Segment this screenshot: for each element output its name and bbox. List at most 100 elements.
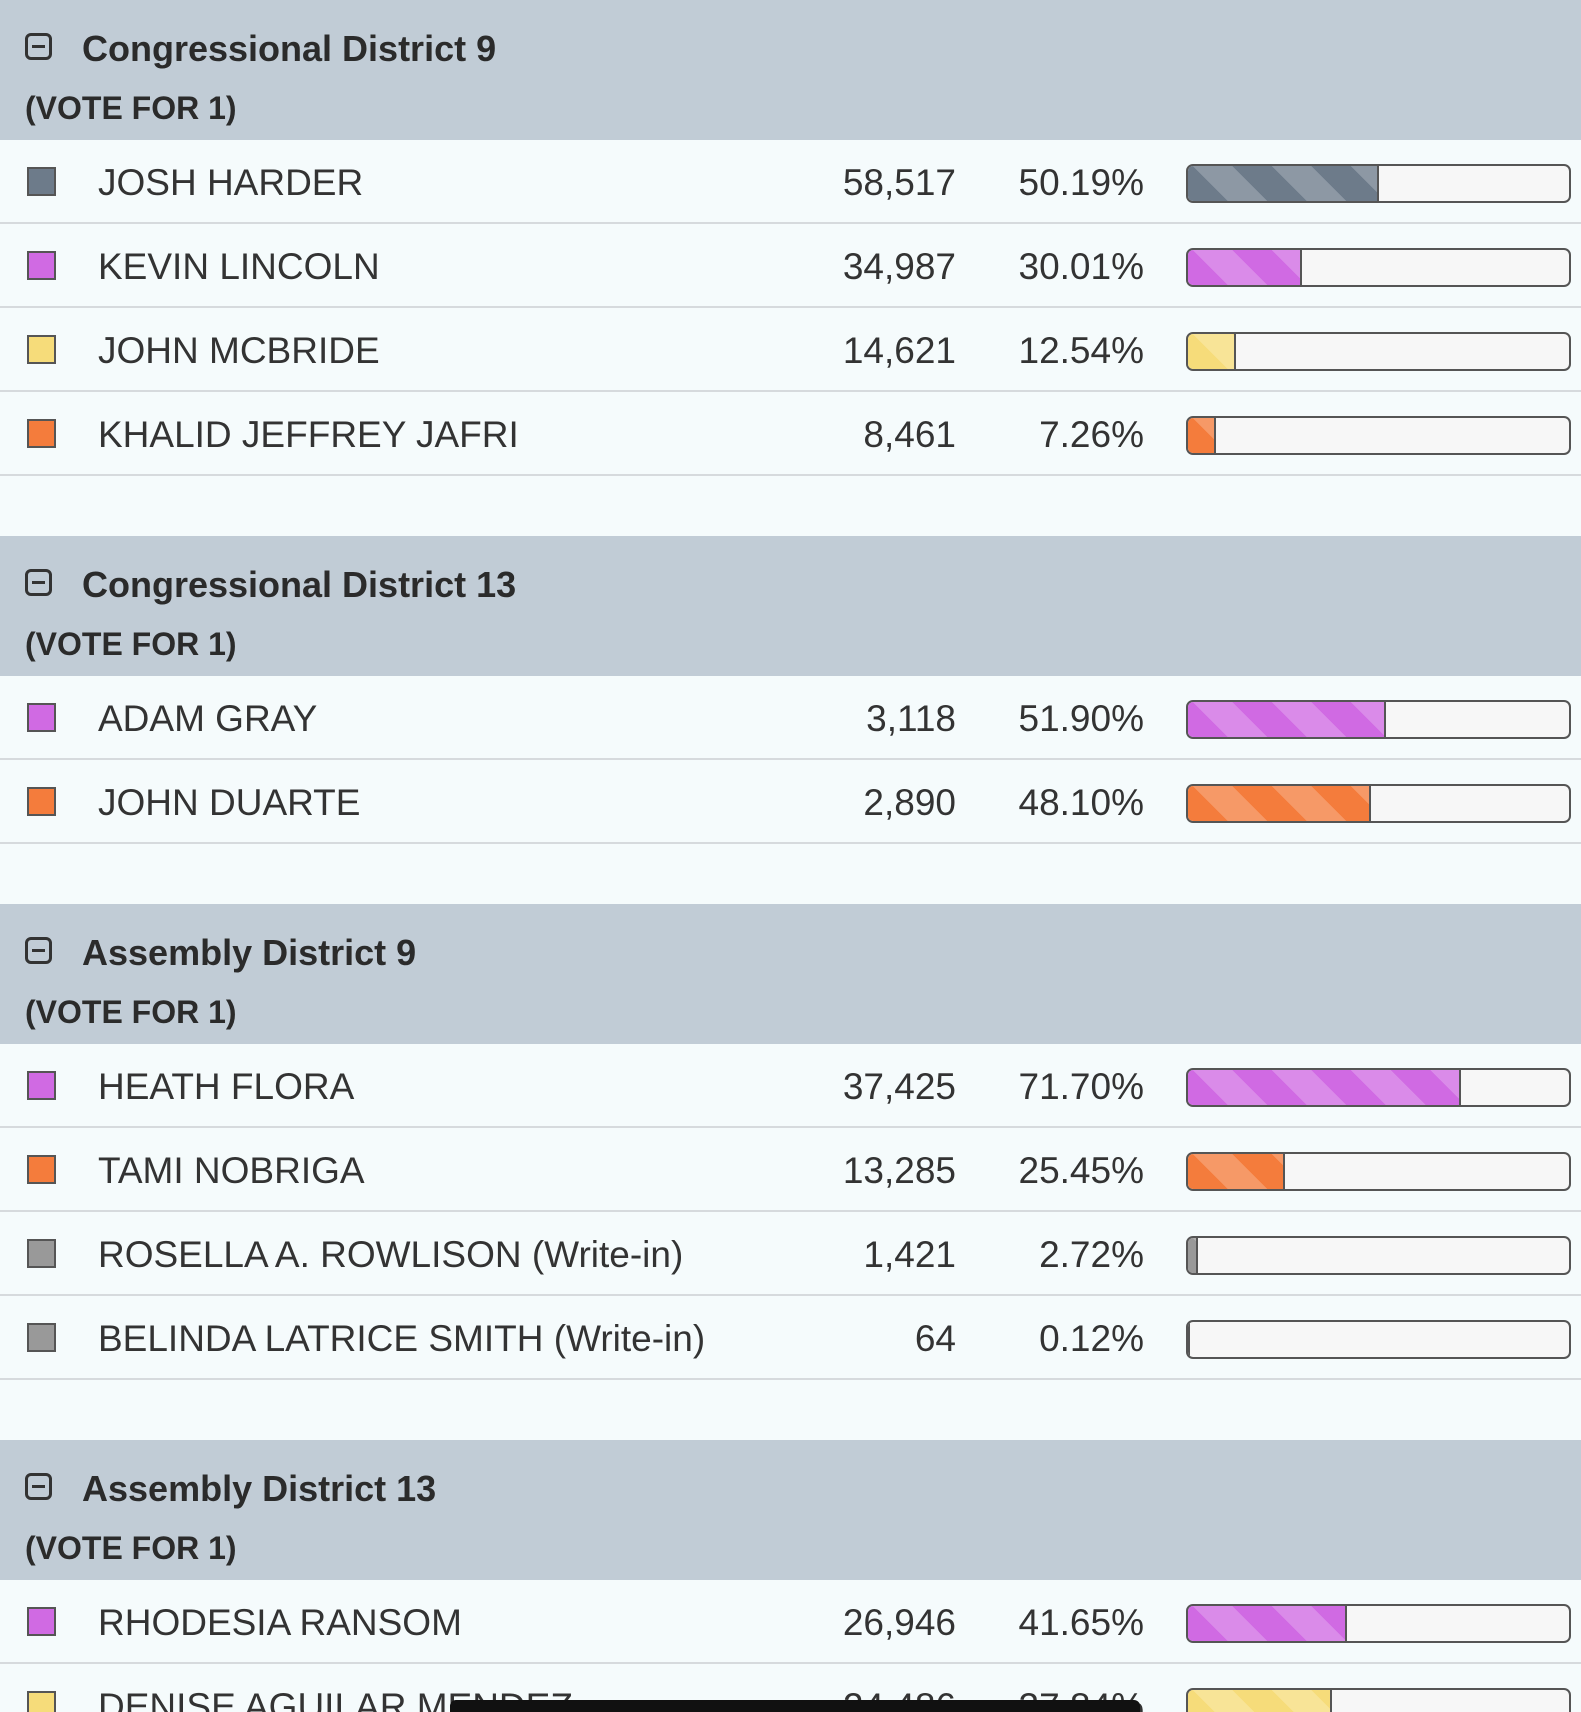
race-subtitle: (VOTE FOR 1) bbox=[25, 994, 237, 1030]
vote-share-fill bbox=[1188, 418, 1216, 453]
race-title: Congressional District 9 bbox=[82, 28, 497, 69]
race-subtitle: (VOTE FOR 1) bbox=[25, 90, 237, 126]
candidate-name: KHALID JEFFREY JAFRI bbox=[98, 414, 519, 455]
candidate-color-swatch bbox=[27, 1323, 56, 1352]
vote-share-fill bbox=[1188, 334, 1236, 369]
candidate-votes: 64 bbox=[914, 1318, 956, 1359]
vote-share-fill bbox=[1188, 1154, 1285, 1189]
home-indicator bbox=[450, 1700, 1140, 1712]
vote-share-fill bbox=[1188, 1070, 1462, 1105]
candidate-name: RHODESIA RANSOM bbox=[98, 1602, 462, 1643]
vote-share-bar bbox=[1186, 784, 1571, 823]
candidate-color-swatch bbox=[27, 1155, 56, 1184]
race-header[interactable]: Congressional District 13 (VOTE FOR 1) bbox=[0, 536, 1581, 676]
candidate-votes: 2,890 bbox=[863, 782, 956, 823]
collapse-icon[interactable] bbox=[25, 1473, 52, 1500]
candidate-row: TAMI NOBRIGA 13,285 25.45% bbox=[0, 1128, 1581, 1212]
race-header[interactable]: Congressional District 9 (VOTE FOR 1) bbox=[0, 0, 1581, 140]
race-subtitle: (VOTE FOR 1) bbox=[25, 1530, 237, 1566]
candidate-votes: 13,285 bbox=[842, 1150, 956, 1191]
candidate-color-swatch bbox=[27, 1691, 56, 1712]
candidate-name: BELINDA LATRICE SMITH (Write-in) bbox=[98, 1318, 706, 1359]
candidate-row: JOHN DUARTE 2,890 48.10% bbox=[0, 760, 1581, 844]
candidate-percent: 12.54% bbox=[1018, 330, 1145, 371]
vote-share-bar bbox=[1186, 1604, 1571, 1643]
candidate-name: ADAM GRAY bbox=[98, 698, 318, 739]
collapse-icon[interactable] bbox=[25, 33, 52, 60]
candidate-percent: 48.10% bbox=[1018, 782, 1145, 823]
vote-share-fill bbox=[1188, 786, 1372, 821]
candidate-row: KHALID JEFFREY JAFRI 8,461 7.26% bbox=[0, 392, 1581, 476]
vote-share-fill bbox=[1188, 1238, 1199, 1273]
race-title: Congressional District 13 bbox=[82, 564, 517, 605]
race-spacer bbox=[0, 1380, 1581, 1440]
vote-share-bar bbox=[1186, 700, 1571, 739]
candidate-name: JOHN DUARTE bbox=[98, 782, 361, 823]
candidate-name: TAMI NOBRIGA bbox=[98, 1150, 365, 1191]
candidate-row: JOSH HARDER 58,517 50.19% bbox=[0, 140, 1581, 224]
vote-share-fill bbox=[1188, 250, 1303, 285]
candidate-name: ROSELLA A. ROWLISON (Write-in) bbox=[98, 1234, 684, 1275]
candidate-color-swatch bbox=[27, 1071, 56, 1100]
race-title: Assembly District 13 bbox=[82, 1468, 437, 1509]
vote-share-bar bbox=[1186, 164, 1571, 203]
candidate-percent: 25.45% bbox=[1018, 1150, 1145, 1191]
vote-share-bar bbox=[1186, 332, 1571, 371]
candidate-percent: 2.72% bbox=[1039, 1234, 1144, 1275]
candidate-percent: 30.01% bbox=[1018, 246, 1145, 287]
candidate-name: JOSH HARDER bbox=[98, 162, 364, 203]
vote-share-bar bbox=[1186, 248, 1571, 287]
candidate-row: ADAM GRAY 3,118 51.90% bbox=[0, 676, 1581, 760]
candidate-percent: 41.65% bbox=[1018, 1602, 1145, 1643]
vote-share-fill bbox=[1188, 166, 1380, 201]
candidate-color-swatch bbox=[27, 419, 56, 448]
candidate-name: JOHN MCBRIDE bbox=[98, 330, 380, 371]
candidate-row: HEATH FLORA 37,425 71.70% bbox=[0, 1044, 1581, 1128]
vote-share-bar bbox=[1186, 1320, 1571, 1359]
candidate-votes: 8,461 bbox=[863, 414, 956, 455]
race-spacer bbox=[0, 844, 1581, 904]
vote-share-fill bbox=[1188, 1690, 1333, 1712]
candidate-color-swatch bbox=[27, 787, 56, 816]
candidate-percent: 50.19% bbox=[1018, 162, 1145, 203]
vote-share-fill bbox=[1188, 1606, 1347, 1641]
candidate-color-swatch bbox=[27, 703, 56, 732]
candidate-name: HEATH FLORA bbox=[98, 1066, 355, 1107]
candidate-percent: 71.70% bbox=[1018, 1066, 1145, 1107]
vote-share-bar bbox=[1186, 1152, 1571, 1191]
candidate-row: RHODESIA RANSOM 26,946 41.65% bbox=[0, 1580, 1581, 1664]
candidate-votes: 1,421 bbox=[863, 1234, 956, 1275]
candidate-color-swatch bbox=[27, 335, 56, 364]
candidate-votes: 34,987 bbox=[842, 246, 956, 287]
candidate-color-swatch bbox=[27, 251, 56, 280]
candidate-votes: 26,946 bbox=[842, 1602, 956, 1643]
race-header[interactable]: Assembly District 9 (VOTE FOR 1) bbox=[0, 904, 1581, 1044]
candidate-color-swatch bbox=[27, 167, 56, 196]
vote-share-bar bbox=[1186, 1068, 1571, 1107]
candidate-percent: 51.90% bbox=[1018, 698, 1145, 739]
candidate-row: JOHN MCBRIDE 14,621 12.54% bbox=[0, 308, 1581, 392]
candidate-row: BELINDA LATRICE SMITH (Write-in) 64 0.12% bbox=[0, 1296, 1581, 1380]
race-spacer bbox=[0, 476, 1581, 536]
race-subtitle: (VOTE FOR 1) bbox=[25, 626, 237, 662]
candidate-color-swatch bbox=[27, 1607, 56, 1636]
candidate-row: KEVIN LINCOLN 34,987 30.01% bbox=[0, 224, 1581, 308]
vote-share-bar bbox=[1186, 416, 1571, 455]
vote-share-bar bbox=[1186, 1236, 1571, 1275]
candidate-votes: 37,425 bbox=[842, 1066, 956, 1107]
collapse-icon[interactable] bbox=[25, 569, 52, 596]
candidate-name: KEVIN LINCOLN bbox=[98, 246, 380, 287]
vote-share-fill bbox=[1188, 702, 1386, 737]
candidate-percent: 7.26% bbox=[1039, 414, 1144, 455]
race-header[interactable]: Assembly District 13 (VOTE FOR 1) bbox=[0, 1440, 1581, 1580]
candidate-votes: 58,517 bbox=[842, 162, 956, 203]
candidate-votes: 3,118 bbox=[866, 698, 956, 739]
vote-share-bar bbox=[1186, 1688, 1571, 1712]
candidate-color-swatch bbox=[27, 1239, 56, 1268]
collapse-icon[interactable] bbox=[25, 937, 52, 964]
vote-share-fill bbox=[1188, 1322, 1190, 1357]
candidate-row: ROSELLA A. ROWLISON (Write-in) 1,421 2.72% bbox=[0, 1212, 1581, 1296]
candidate-votes: 14,621 bbox=[842, 330, 956, 371]
race-title: Assembly District 9 bbox=[82, 932, 417, 973]
